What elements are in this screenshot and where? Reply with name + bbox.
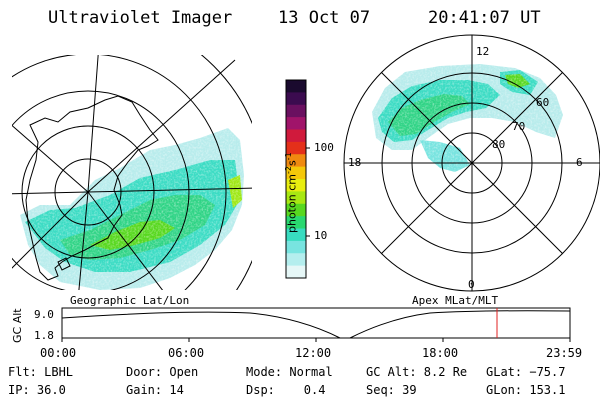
time-label: 20:41:07 UT	[428, 8, 541, 28]
colorbar-unit-base: photon cm	[285, 174, 299, 233]
antarctica-coastline	[25, 95, 159, 281]
colorbar-segment	[286, 117, 306, 130]
colorbar	[285, 79, 310, 279]
status-mode: Mode: Normal	[246, 365, 333, 379]
altitude-x-tick-1800: 18:00	[422, 346, 459, 360]
status-gc-alt: GC Alt: 8.2 Re	[366, 365, 468, 379]
mlt-label-noon: 12	[476, 45, 490, 58]
colorbar-segment	[286, 92, 306, 106]
status-seq: Seq: 39	[366, 383, 417, 397]
altitude-curve	[61, 310, 571, 339]
colorbar-segment	[286, 179, 306, 192]
status-flt: Flt: LBHL	[8, 365, 74, 379]
colorbar-segment	[286, 265, 306, 279]
colorbar-frame	[285, 79, 307, 279]
colorbar-segment	[286, 253, 306, 267]
altitude-x-tick-1200: 12:00	[295, 346, 332, 360]
colorbar-unit-exp1: -2	[284, 166, 293, 175]
status-ip: IP: 36.0	[8, 383, 66, 397]
colorbar-unit-exp2: -1	[284, 152, 293, 161]
altitude-y-tick-max: 9.0	[34, 308, 54, 321]
date-label: 13 Oct 07	[278, 8, 371, 28]
colorbar-segment	[286, 191, 306, 205]
status-door: Door: Open	[126, 365, 199, 379]
status-gain: Gain: 14	[126, 383, 184, 397]
colorbar-unit-s: s	[285, 160, 299, 167]
left-map-caption: Geographic Lat/Lon	[70, 294, 190, 307]
colorbar-segment	[286, 228, 306, 242]
colorbar-tick-10: 10	[314, 229, 328, 242]
colorbar-unit-label: photon cm-2s-1	[274, 152, 299, 240]
mlt-label-dusk: 18	[348, 156, 362, 169]
colorbar-segment	[286, 240, 306, 254]
altitude-x-tick-2359: 23:59	[546, 346, 583, 360]
mlt-label-midnight: 0	[468, 278, 475, 291]
altitude-y-tick-min: 1.8	[34, 329, 54, 342]
status-dsp: Dsp: 0.4	[246, 383, 326, 397]
altitude-x-tick-0600: 06:00	[168, 346, 205, 360]
colorbar-segment	[286, 166, 306, 180]
mlt-spokes	[344, 35, 600, 291]
status-glat: GLat: −75.7	[486, 365, 566, 379]
colorbar-segment	[286, 203, 306, 217]
colorbar-segment	[286, 141, 306, 155]
mlt-label-dawn: 6	[576, 156, 583, 169]
left-aurora-image	[12, 55, 252, 290]
altitude-plot-frame	[61, 307, 571, 339]
altitude-x-tick-0000: 00:00	[40, 346, 77, 360]
status-glon: GLon: 153.1	[486, 383, 566, 397]
colorbar-segment	[286, 216, 306, 229]
altitude-x-ticks	[61, 338, 571, 342]
colorbar-segment	[286, 104, 306, 118]
mlat-label-80: 80	[492, 138, 506, 151]
meridian-lines	[12, 55, 252, 290]
colorbar-segment	[286, 80, 306, 93]
mlat-label-70: 70	[512, 120, 526, 133]
altitude-panel	[61, 307, 571, 342]
island-outline	[57, 257, 71, 271]
colorbar-segment	[286, 154, 306, 168]
instrument-title: Ultraviolet Imager	[48, 8, 233, 28]
latitude-circles	[12, 55, 252, 290]
altitude-y-label: GC Alt	[11, 308, 24, 343]
magnetic-map	[343, 34, 600, 292]
mlat-label-60: 60	[536, 96, 550, 109]
colorbar-tick-100: 100	[314, 141, 334, 154]
colorbar-segment	[286, 129, 306, 143]
right-map-caption: Apex MLat/MLT	[412, 294, 499, 307]
geographic-map	[12, 55, 252, 290]
